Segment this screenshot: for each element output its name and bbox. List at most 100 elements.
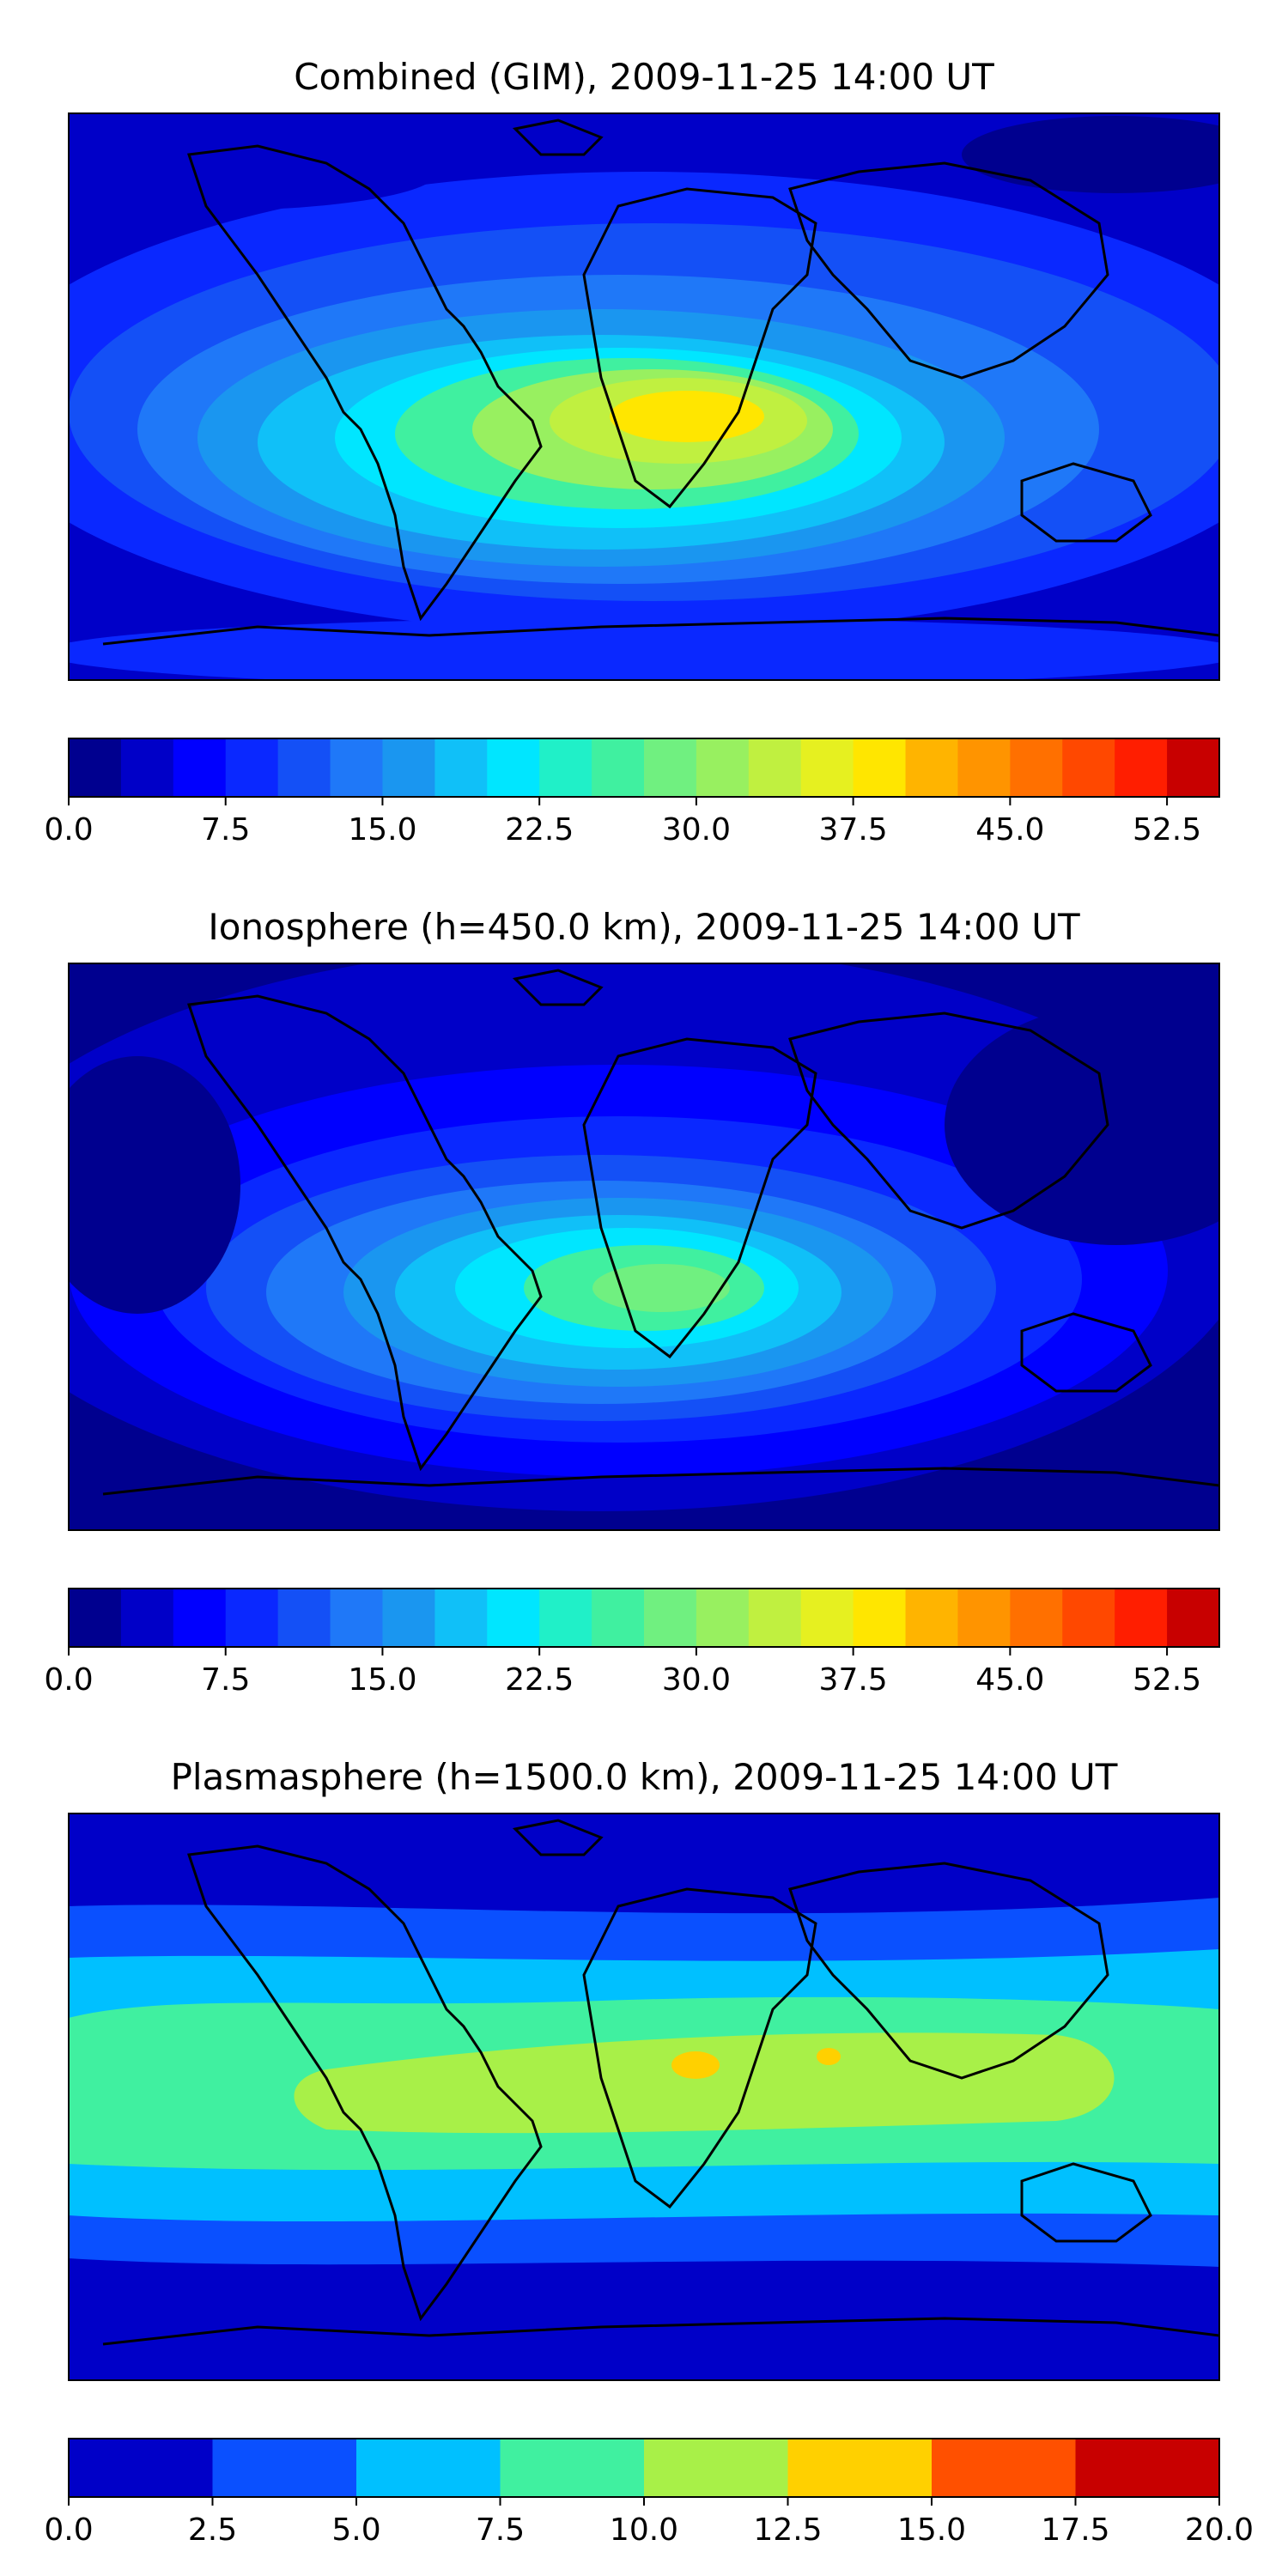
colorbar-tick-label: 17.5 xyxy=(1041,2512,1109,2548)
colorbar-segment xyxy=(539,1589,592,1647)
contour-field xyxy=(69,113,1219,680)
colorbar-segment xyxy=(487,1589,540,1647)
colorbar-segment xyxy=(932,2439,1076,2497)
colorbar-segment xyxy=(1115,1589,1168,1647)
colorbar-segment xyxy=(487,738,540,797)
colorbar-segment xyxy=(330,738,383,797)
coastlines xyxy=(102,969,1219,1496)
colorbar-segment xyxy=(173,738,227,797)
colorbar-tick-label: 30.0 xyxy=(662,812,731,848)
colorbar-segment xyxy=(644,2439,788,2497)
colorbar-segment xyxy=(212,2439,357,2497)
colorbar-segment xyxy=(1167,1589,1220,1647)
colorbar-segment xyxy=(120,738,174,797)
colorbar-tick-label: 52.5 xyxy=(1133,1662,1201,1698)
colorbar-segment xyxy=(1167,738,1220,797)
colorbar-segment xyxy=(173,1589,227,1647)
colorbar-segment xyxy=(800,738,854,797)
colorbar-tick-label: 7.5 xyxy=(201,812,250,848)
colorbar-tick-label: 0.0 xyxy=(44,2512,93,2548)
colorbar-segment xyxy=(748,738,802,797)
colorbar-tick-label: 7.5 xyxy=(476,2512,525,2548)
colorbar-tick-label: 15.0 xyxy=(348,1662,416,1698)
colorbar-segment xyxy=(696,1589,750,1647)
map-frame xyxy=(68,112,1220,681)
combined-map-chart: 0.0 7.5 15.0 22.5 30.0 37.5 45.0 52.5 xyxy=(44,112,1220,848)
colorbar-segment xyxy=(1115,738,1168,797)
colorbar-segment xyxy=(1062,1589,1115,1647)
colorbar-segment xyxy=(69,1589,122,1647)
colorbar-segment xyxy=(592,1589,645,1647)
colorbar-tick-label: 45.0 xyxy=(975,1662,1044,1698)
panel-combined: Combined (GIM), 2009-11-25 14:00 UT xyxy=(0,52,1288,848)
colorbar-segment xyxy=(69,738,122,797)
colorbar-segment xyxy=(1010,1589,1063,1647)
colorbar-tick-label: 5.0 xyxy=(331,2512,380,2548)
colorbar-segment xyxy=(382,738,435,797)
panel-title: Plasmasphere (h=1500.0 km), 2009-11-25 1… xyxy=(170,1756,1118,1798)
colorbar-segment xyxy=(1075,2439,1220,2497)
colorbar-tick-label: 22.5 xyxy=(505,1662,574,1698)
colorbar-tick-label: 22.5 xyxy=(505,812,574,848)
colorbar-tick-label: 7.5 xyxy=(201,1662,250,1698)
colorbar-tick-label: 12.5 xyxy=(753,2512,822,2548)
colorbar-segment xyxy=(905,1589,958,1647)
colorbar-segment xyxy=(853,738,907,797)
colorbar-segment xyxy=(225,738,279,797)
colorbar-segment xyxy=(69,2439,213,2497)
colorbar-tick-label: 37.5 xyxy=(819,1662,888,1698)
colorbar-segment xyxy=(120,1589,174,1647)
colorbar-frame xyxy=(68,1588,1220,1648)
plasmasphere-map-chart: 0.0 2.5 5.0 7.5 10.0 12.5 15.0 17.5 20.0 xyxy=(44,1813,1254,2548)
colorbar-segment xyxy=(800,1589,854,1647)
colorbar-segment xyxy=(592,738,645,797)
colorbar-segment xyxy=(1062,738,1115,797)
colorbar-segment xyxy=(644,738,697,797)
map-frame xyxy=(68,963,1220,1531)
colorbar-segment xyxy=(853,1589,907,1647)
contour-field xyxy=(69,963,1219,1530)
coastlines xyxy=(102,1819,1219,2346)
colorbar-segment xyxy=(1010,738,1063,797)
colorbar-segment xyxy=(957,1589,1011,1647)
coastlines xyxy=(102,118,1219,646)
colorbar-tick-label: 10.0 xyxy=(610,2512,678,2548)
colorbar-segment xyxy=(696,738,750,797)
colorbar-tick-label: 15.0 xyxy=(897,2512,966,2548)
colorbar-tick-label: 15.0 xyxy=(348,812,416,848)
colorbar-segment xyxy=(957,738,1011,797)
panel-title: Combined (GIM), 2009-11-25 14:00 UT xyxy=(294,56,994,98)
colorbar-segment xyxy=(330,1589,383,1647)
colorbar-segment xyxy=(277,738,331,797)
colorbar-segment xyxy=(644,1589,697,1647)
colorbar-segment xyxy=(748,1589,802,1647)
colorbar-segment xyxy=(434,738,488,797)
colorbar-segment xyxy=(539,738,592,797)
colorbar-segment xyxy=(382,1589,435,1647)
colorbar-tick-label: 20.0 xyxy=(1185,2512,1254,2548)
colorbar-tick-label: 2.5 xyxy=(188,2512,237,2548)
contour-field xyxy=(69,1814,1219,2380)
colorbar: 0.0 7.5 15.0 22.5 30.0 37.5 45.0 52.5 xyxy=(44,1588,1220,1698)
colorbar-segment xyxy=(277,1589,331,1647)
colorbar-segment xyxy=(434,1589,488,1647)
panel-title: Ionosphere (h=450.0 km), 2009-11-25 14:0… xyxy=(208,906,1080,948)
colorbar-tick-label: 45.0 xyxy=(975,812,1044,848)
colorbar-segment xyxy=(787,2439,933,2497)
colorbar-tick-label: 0.0 xyxy=(44,812,93,848)
panel-ionosphere: Ionosphere (h=450.0 km), 2009-11-25 14:0… xyxy=(0,902,1288,1698)
colorbar-segment xyxy=(905,738,958,797)
colorbar-frame xyxy=(68,738,1220,798)
colorbar-tick-label: 0.0 xyxy=(44,1662,93,1698)
colorbar-tick-label: 52.5 xyxy=(1133,812,1201,848)
colorbar-tick-label: 37.5 xyxy=(819,812,888,848)
ionosphere-map-chart: 0.0 7.5 15.0 22.5 30.0 37.5 45.0 52.5 xyxy=(44,963,1220,1698)
map-frame xyxy=(68,1813,1220,2381)
colorbar-tick-label: 30.0 xyxy=(662,1662,731,1698)
colorbar-segment xyxy=(356,2439,501,2497)
panel-plasmasphere: Plasmasphere (h=1500.0 km), 2009-11-25 1… xyxy=(0,1752,1288,2548)
colorbar-segment xyxy=(225,1589,279,1647)
colorbar: 0.0 2.5 5.0 7.5 10.0 12.5 15.0 17.5 20.0 xyxy=(44,2438,1254,2548)
colorbar: 0.0 7.5 15.0 22.5 30.0 37.5 45.0 52.5 xyxy=(44,738,1220,848)
colorbar-segment xyxy=(500,2439,645,2497)
